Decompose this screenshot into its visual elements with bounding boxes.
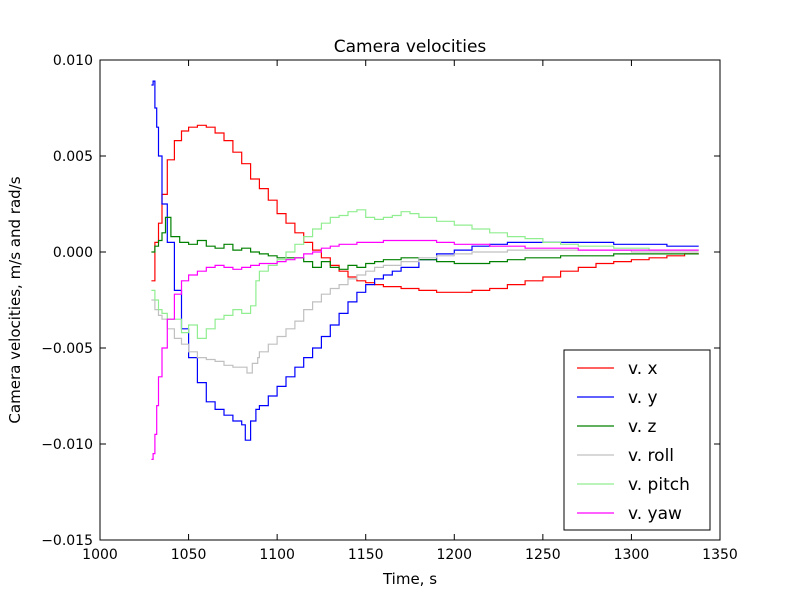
legend: v. x v. y v. z v. roll v. pitch v. yaw [563, 349, 711, 531]
x-tick-label: 1000 [82, 547, 118, 563]
ticks-layer: 1000 1050 1100 1150 1200 1250 1300 1350 0.010 0.0… [41, 53, 738, 563]
y-tick-label: 0.000 [53, 245, 93, 261]
plot-frame [99, 59, 721, 541]
legend-box [563, 349, 711, 531]
legend-label: v. z [628, 417, 657, 437]
legend-label: v. y [628, 388, 658, 408]
y-tick-label: −0.015 [41, 533, 93, 549]
x-tick-label: 1250 [525, 547, 561, 563]
legend-label: v. roll [628, 446, 674, 466]
x-axis-title: Time, s [382, 570, 437, 588]
chart-title: Camera velocities [334, 37, 487, 57]
x-tick-label: 1050 [171, 547, 207, 563]
y-tick-label: 0.005 [53, 149, 93, 165]
x-tick-label: 1350 [702, 547, 738, 563]
x-tick-label: 1100 [259, 547, 295, 563]
y-tick-label: −0.010 [41, 437, 93, 453]
y-axis-title: Camera velocities, m/s and rad/s [6, 176, 24, 423]
y-tick-label: −0.005 [41, 341, 93, 357]
series-line-v-roll [151, 249, 699, 374]
series-line-v-yaw [151, 239, 699, 460]
series-line-v-pitch [151, 209, 699, 339]
x-tick-label: 1150 [348, 547, 384, 563]
series-line-v-z [151, 216, 699, 270]
y-tick-label: 0.010 [53, 53, 93, 69]
x-tick-label: 1300 [614, 547, 650, 563]
legend-label: v. yaw [628, 504, 682, 524]
legend-label: v. x [628, 359, 658, 379]
series-layer [151, 80, 699, 460]
x-tick-label: 1200 [436, 547, 472, 563]
legend-label: v. pitch [628, 475, 690, 495]
